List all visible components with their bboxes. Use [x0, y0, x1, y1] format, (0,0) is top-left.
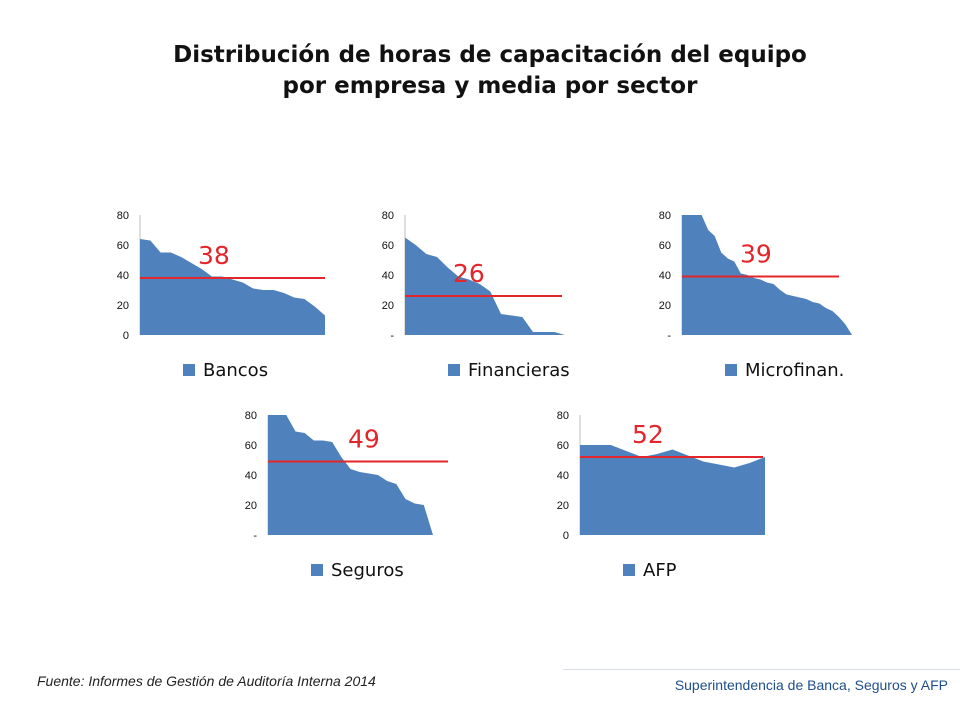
series-area	[580, 445, 765, 535]
legend-label: Microfinan.	[745, 360, 844, 381]
chart-afp-svg: 0 20 40 60 80 52 AFP	[557, 410, 765, 581]
legend-label: AFP	[643, 560, 677, 581]
legend-label: Seguros	[331, 560, 404, 581]
y-tick-label: 60	[557, 440, 569, 452]
title-line-1: Distribución de horas de capacitación de…	[173, 42, 807, 68]
chart-afp: 0 20 40 60 80 52 AFP	[550, 400, 830, 590]
chart-microfinan-svg: - 20 40 60 80 39 Microfinan.	[659, 210, 852, 381]
y-tick-label: 80	[117, 210, 129, 222]
y-tick-label: 60	[117, 240, 129, 252]
y-tick-label: 60	[382, 240, 394, 252]
source-note: Fuente: Informes de Gestión de Auditoría…	[37, 673, 376, 689]
chart-bancos: 0 20 40 60 80 38 Bancos	[110, 200, 390, 390]
mean-label: 49	[348, 425, 380, 454]
y-tick-label: 40	[659, 270, 671, 282]
footer-divider	[563, 669, 960, 670]
series-area	[405, 237, 565, 335]
mean-label: 52	[632, 420, 664, 449]
chart-financieras-svg: - 20 40 60 80 26 Financieras	[382, 210, 570, 381]
chart-microfinan: - 20 40 60 80 39 Microfinan.	[652, 200, 932, 390]
legend-swatch	[311, 564, 323, 576]
y-tick-label: 20	[382, 300, 394, 312]
y-tick-label: 20	[659, 300, 671, 312]
y-tick-label: 40	[382, 270, 394, 282]
y-tick-label: 40	[117, 270, 129, 282]
chart-seguros: - 20 40 60 80 49 Seguros	[238, 400, 518, 590]
chart-financieras: - 20 40 60 80 26 Financieras	[375, 200, 655, 390]
title-line-2: por empresa y media por sector	[282, 73, 698, 99]
mean-label: 38	[198, 241, 230, 270]
legend-swatch	[448, 364, 460, 376]
series-area	[140, 239, 325, 335]
y-tick-label: 40	[245, 470, 257, 482]
y-tick-label: 80	[382, 210, 394, 222]
chart-seguros-svg: - 20 40 60 80 49 Seguros	[245, 410, 448, 581]
page-title: Distribución de horas de capacitación de…	[0, 40, 960, 102]
y-tick-label: 20	[245, 500, 257, 512]
chart-bancos-svg: 0 20 40 60 80 38 Bancos	[117, 210, 325, 381]
y-tick-label: 20	[557, 500, 569, 512]
legend-swatch	[183, 364, 195, 376]
footer-credit: Superintendencia de Banca, Seguros y AFP	[674, 677, 948, 693]
y-tick-label: -	[390, 330, 394, 342]
y-tick-label: 20	[117, 300, 129, 312]
y-tick-label: 80	[659, 210, 671, 222]
y-tick-label: 60	[245, 440, 257, 452]
series-area	[268, 415, 433, 535]
legend-swatch	[623, 564, 635, 576]
legend-label: Bancos	[203, 360, 268, 381]
mean-label: 26	[453, 259, 485, 288]
y-tick-label: 80	[245, 410, 257, 422]
y-tick-label: 60	[659, 240, 671, 252]
y-tick-label: 40	[557, 470, 569, 482]
mean-label: 39	[740, 240, 772, 269]
y-tick-label: -	[253, 530, 257, 542]
y-tick-label: -	[667, 330, 671, 342]
y-tick-label: 80	[557, 410, 569, 422]
y-tick-label: 0	[563, 530, 569, 542]
legend-label: Financieras	[468, 360, 570, 381]
legend-swatch	[725, 364, 737, 376]
series-area	[682, 215, 852, 335]
y-tick-label: 0	[123, 330, 129, 342]
